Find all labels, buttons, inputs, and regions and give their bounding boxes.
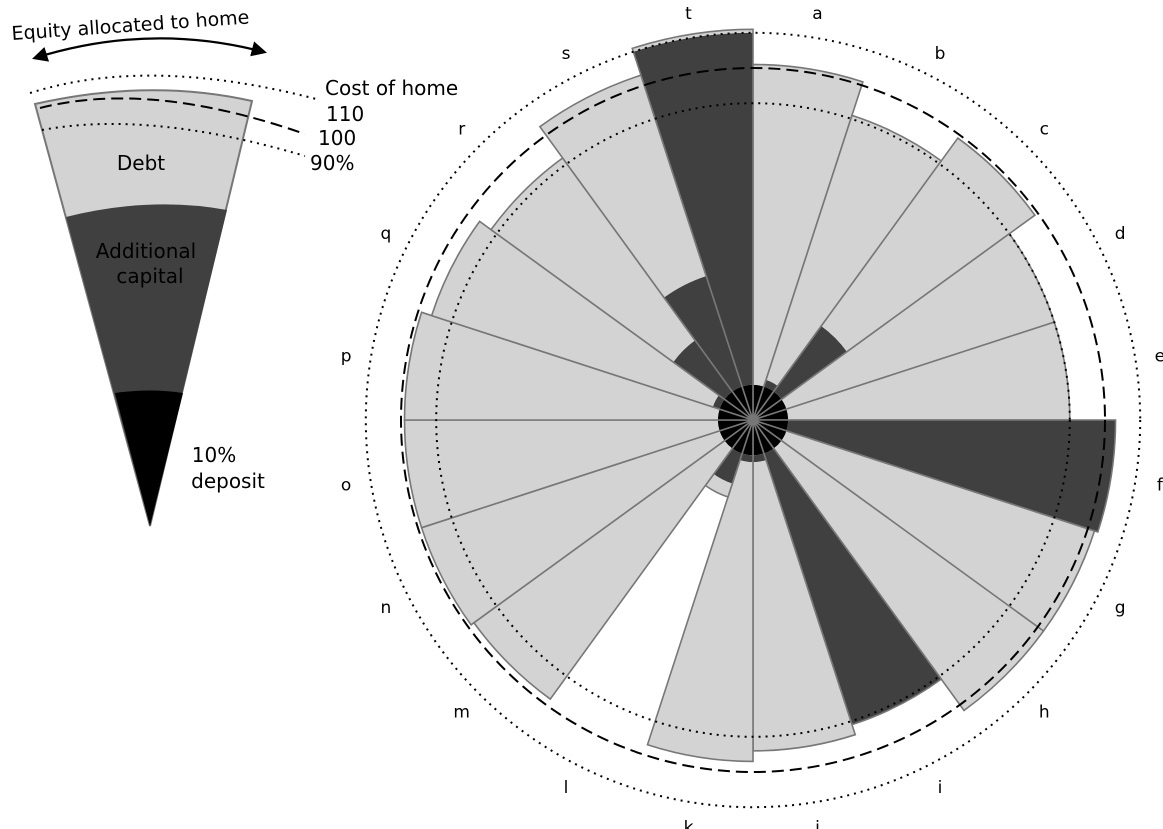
bar-k-debt <box>647 460 753 762</box>
sector-label-h: h <box>1039 702 1050 722</box>
sector-label-f: f <box>1157 476 1163 496</box>
sector-label-k: k <box>684 818 694 829</box>
bar-a-debt <box>753 64 863 387</box>
bar-t-outline <box>631 28 754 421</box>
bar-c-deposit <box>753 391 782 420</box>
bar-q-outline <box>430 220 754 421</box>
bar-c-outline <box>752 136 1037 421</box>
sector-label-j: j <box>814 818 820 829</box>
bar-m-deposit <box>724 420 753 449</box>
legend-100-line <box>39 97 306 135</box>
legend-deposit-label-1: 10% <box>192 443 236 467</box>
bar-m-debt <box>473 440 733 700</box>
legend-additional-label-2: capital <box>116 264 183 288</box>
sector-label-r: r <box>458 120 465 140</box>
bar-d-debt <box>781 233 1055 410</box>
sector-label-t: t <box>685 4 692 24</box>
bar-e-debt <box>786 322 1070 420</box>
sector-label-c: c <box>1040 120 1049 140</box>
sector-labels: a b c d e f g h i j k l m n o p q r s t <box>341 4 1163 829</box>
bar-k-outline <box>646 419 754 763</box>
legend-cost-label: Cost of home <box>325 76 458 100</box>
legend-100-label: 100 <box>318 126 356 150</box>
legend-wedge: Equity allocated to home Cost of home 11… <box>11 6 458 527</box>
bar-t-debt <box>632 29 753 52</box>
sector-label-o: o <box>341 476 351 496</box>
bar-c-debt <box>821 138 1035 352</box>
sector-label-d: d <box>1115 224 1126 244</box>
sector-label-i: i <box>938 778 943 798</box>
legend-debt-label: Debt <box>117 151 165 175</box>
sector-label-n: n <box>381 598 392 618</box>
sector-label-p: p <box>341 347 352 367</box>
bar-o-debt <box>404 420 720 528</box>
legend-deposit-label-2: deposit <box>191 469 265 493</box>
bar-b-debt <box>766 115 942 386</box>
legend-90-label: 90% <box>310 151 354 175</box>
sector-label-e: e <box>1155 347 1163 367</box>
bar-p-debt <box>404 312 720 420</box>
legend-110-line <box>29 74 321 101</box>
bar-f-outline <box>752 419 1117 534</box>
bar-s-debt <box>539 75 707 298</box>
sector-label-l: l <box>564 778 569 798</box>
bar-s-additional-capital <box>664 276 743 392</box>
polar-chart <box>364 28 1142 809</box>
legend-90-line <box>41 122 306 157</box>
bar-p-outline <box>403 311 754 421</box>
bar-t-additional-capital <box>633 32 753 387</box>
legend-additional-label-1: Additional <box>96 239 196 263</box>
legend-additional-capital-band <box>66 204 227 526</box>
bar-b-additional-capital <box>763 379 778 392</box>
bar-q-additional-capital <box>712 395 725 410</box>
bar-h-deposit <box>753 420 782 449</box>
bar-h-outline <box>752 419 1045 712</box>
sector-label-s: s <box>562 44 571 64</box>
bar-g-debt <box>781 430 1095 632</box>
bar-l-debt <box>705 474 733 497</box>
reference-circle-90 <box>435 102 1071 738</box>
bar-r-debt <box>491 158 696 363</box>
sector-label-g: g <box>1115 598 1126 618</box>
bar-h-debt <box>773 440 1044 711</box>
reference-circle-100 <box>400 67 1106 773</box>
equity-span-arrow <box>32 37 267 62</box>
legend-deposit-band <box>115 390 183 526</box>
sector-label-a: a <box>812 4 822 24</box>
bar-r-additional-capital <box>673 340 733 400</box>
bar-r-deposit <box>724 391 753 420</box>
sector-label-b: b <box>935 44 946 64</box>
sector-label-m: m <box>453 702 470 722</box>
sector-label-q: q <box>381 224 392 244</box>
legend-110-label: 110 <box>326 102 364 126</box>
bar-n-debt <box>421 430 725 625</box>
bar-k-additional-capital <box>739 453 753 463</box>
bar-c-additional-capital <box>773 326 847 400</box>
bar-j-debt <box>753 460 856 751</box>
reference-circle-110 <box>364 31 1142 809</box>
bar-q-debt <box>431 221 719 407</box>
bar-i-additional-capital <box>763 448 942 725</box>
bar-f-additional-capital <box>786 420 1116 533</box>
bar-j-additional-capital <box>753 453 767 463</box>
